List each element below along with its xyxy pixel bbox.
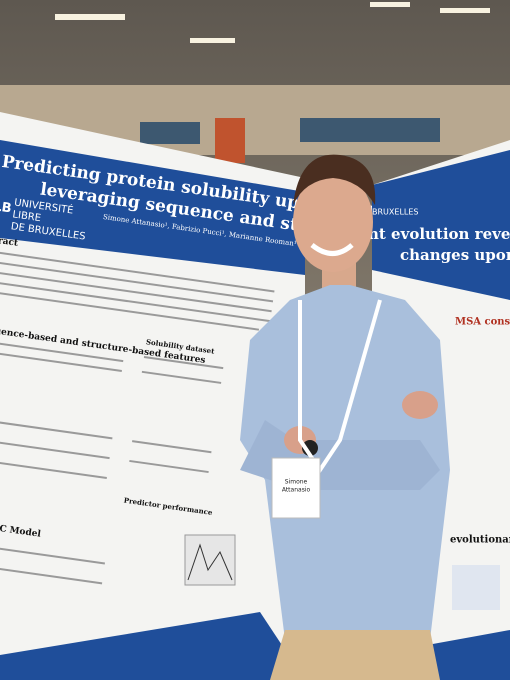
left-poster-footer bbox=[0, 612, 305, 680]
window bbox=[300, 118, 440, 142]
name-badge bbox=[271, 457, 321, 519]
badge-name: Simone bbox=[285, 479, 308, 486]
body-text bbox=[0, 250, 275, 585]
smile bbox=[310, 242, 354, 256]
left-poster-header bbox=[0, 140, 305, 275]
university: LIBRE bbox=[12, 209, 42, 224]
logo: LB bbox=[0, 199, 13, 216]
right-poster-header bbox=[372, 150, 510, 300]
poster-title: nt evolution reveals about p bbox=[368, 225, 510, 243]
section-heading: stract bbox=[0, 235, 19, 249]
institution: BRUXELLES bbox=[372, 208, 418, 217]
ceiling-light bbox=[370, 2, 410, 7]
section-heading: evolutionary mode bbox=[450, 535, 510, 546]
plot-curve bbox=[187, 543, 233, 581]
hair bbox=[293, 154, 376, 205]
door bbox=[215, 118, 245, 163]
hand bbox=[402, 391, 438, 419]
ceiling-light bbox=[55, 14, 125, 20]
ceiling-light bbox=[190, 38, 235, 43]
ceiling-light bbox=[440, 8, 490, 13]
trousers bbox=[270, 630, 440, 680]
section-heading: MSA construction bbox=[455, 317, 510, 328]
plot-thumbnail bbox=[184, 534, 236, 586]
poster-title: changes upon mutati bbox=[400, 246, 510, 264]
window bbox=[140, 122, 200, 144]
plot-thumbnail bbox=[452, 565, 500, 610]
badge-surname: Attanasio bbox=[282, 487, 311, 494]
